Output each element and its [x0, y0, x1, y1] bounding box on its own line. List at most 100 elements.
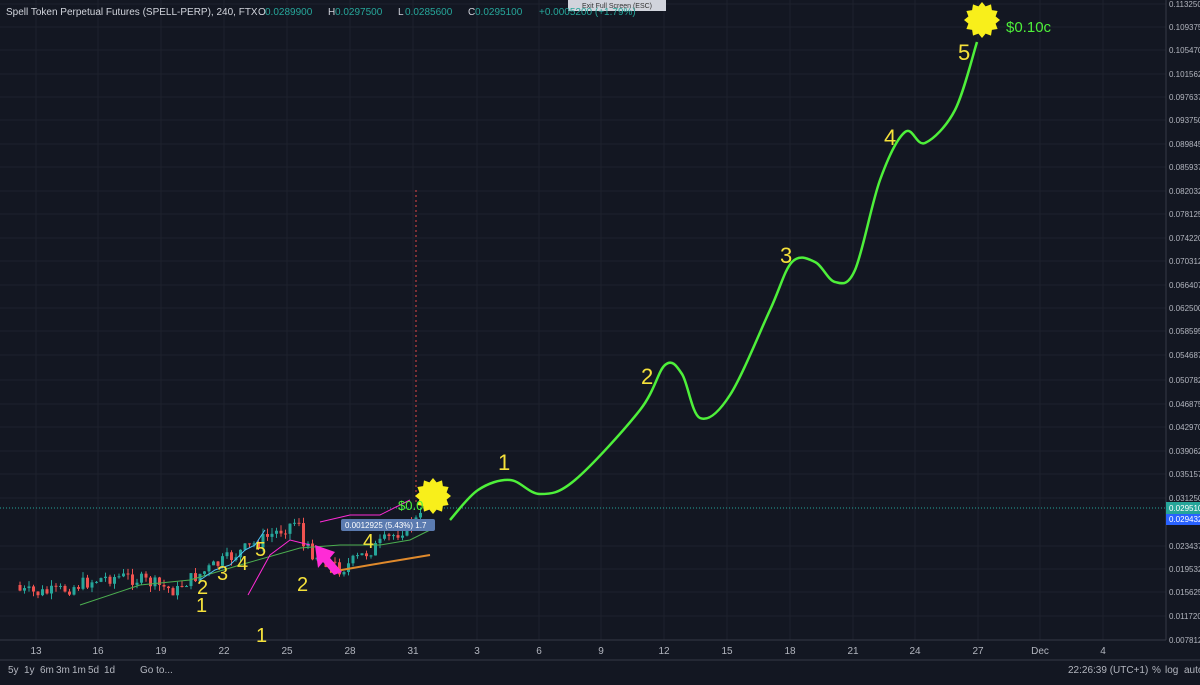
price-label: 0.0781250 [1169, 210, 1200, 219]
range-button[interactable]: 1m [72, 665, 86, 676]
price-label: 0.0742200 [1169, 234, 1200, 243]
candle [383, 534, 386, 539]
measure-box [341, 519, 435, 531]
candle [338, 562, 341, 575]
range-button[interactable]: 5y [8, 665, 19, 676]
channel [247, 539, 311, 596]
candle [176, 585, 179, 596]
candle [387, 534, 391, 536]
price-label: 0.0703125 [1169, 257, 1200, 266]
price-label: 0.0664075 [1169, 281, 1200, 290]
date-label: 21 [847, 646, 859, 657]
range-button[interactable]: 6m [40, 665, 54, 676]
price-label: 0.0195325 [1169, 565, 1200, 574]
candle [356, 555, 359, 557]
range-button[interactable]: 1y [24, 665, 35, 676]
price-label: 0.0429700 [1169, 423, 1200, 432]
date-label: 12 [658, 646, 670, 657]
candle [23, 588, 26, 591]
exit-button[interactable] [568, 0, 666, 11]
date-label: 6 [536, 646, 542, 657]
candle [104, 576, 107, 579]
candle [365, 553, 368, 557]
candle [369, 555, 373, 557]
projection-path [449, 41, 979, 521]
candle [230, 552, 233, 561]
candle [293, 522, 296, 524]
date-label: 31 [407, 646, 419, 657]
candle [32, 586, 35, 592]
candle [113, 577, 116, 584]
candle [225, 552, 229, 557]
goto[interactable]: Go to... [140, 665, 173, 676]
ohlc-value: 0.0295100 [475, 7, 523, 18]
candle [180, 585, 184, 587]
candle [126, 573, 130, 575]
ohlc-value: 0.0297500 [335, 7, 383, 18]
candle [333, 561, 337, 563]
candle [167, 586, 170, 589]
candle [360, 553, 364, 556]
candle [72, 587, 76, 595]
candle [275, 530, 278, 534]
candle [95, 581, 98, 583]
price-label: 0.0859375 [1169, 163, 1200, 172]
clock: 22:26:39 (UTC+1) [1068, 665, 1148, 676]
ohlc-value: 0.0285600 [405, 7, 453, 18]
small-wave-label: 1 [196, 595, 207, 617]
candle [212, 561, 215, 566]
price-label: 0.0820325 [1169, 187, 1200, 196]
range-button[interactable]: 3m [56, 665, 70, 676]
range-button[interactable]: 1d [104, 665, 115, 676]
range-button[interactable]: 5d [88, 665, 99, 676]
ohlc-key: O [258, 7, 266, 18]
scale-option[interactable]: log [1165, 665, 1178, 676]
candle [144, 573, 148, 578]
candle [243, 543, 247, 550]
candle [59, 585, 62, 587]
candle [63, 585, 67, 592]
candle [162, 584, 166, 587]
candle [270, 533, 274, 537]
candle [41, 589, 44, 596]
candle [108, 576, 112, 584]
price-label: 0.1093750 [1169, 23, 1200, 32]
wave-label: 2 [641, 364, 653, 389]
date-label: 25 [281, 646, 293, 657]
candle [239, 549, 242, 558]
ohlc-key: L [398, 7, 404, 18]
candle [221, 556, 224, 566]
candle [90, 582, 94, 588]
exit-label[interactable]: Exit Full Screen (ESC) [582, 3, 652, 10]
ohlc-value: 0.0289900 [265, 7, 313, 18]
candle [131, 574, 134, 585]
candle [81, 577, 85, 589]
candle [68, 591, 71, 595]
wave-label: 1 [498, 450, 510, 475]
candle [374, 543, 377, 556]
candle [45, 589, 49, 594]
candle [185, 586, 188, 588]
candle [419, 512, 422, 518]
candle [284, 533, 287, 535]
price-label: 0.1054700 [1169, 46, 1200, 55]
date-label: 27 [972, 646, 984, 657]
ohlc-key: C [468, 7, 475, 18]
candle [257, 543, 260, 548]
candle [54, 585, 58, 587]
date-label: 9 [598, 646, 604, 657]
price-label: 0.0976375 [1169, 93, 1200, 102]
candle [77, 587, 80, 589]
small-wave-label: 3 [217, 563, 228, 585]
candle [140, 573, 143, 583]
date-label: 3 [474, 646, 480, 657]
last-price-tag [1166, 502, 1200, 514]
small-wave-label: 2 [297, 574, 308, 596]
date-label: 28 [344, 646, 356, 657]
candle [27, 586, 31, 589]
date-label: 19 [155, 646, 167, 657]
scale-option[interactable]: auto [1184, 665, 1200, 676]
sun-icon [964, 2, 1000, 38]
scale-option[interactable]: % [1152, 665, 1161, 676]
last-price: 0.0295100 [1169, 504, 1200, 513]
